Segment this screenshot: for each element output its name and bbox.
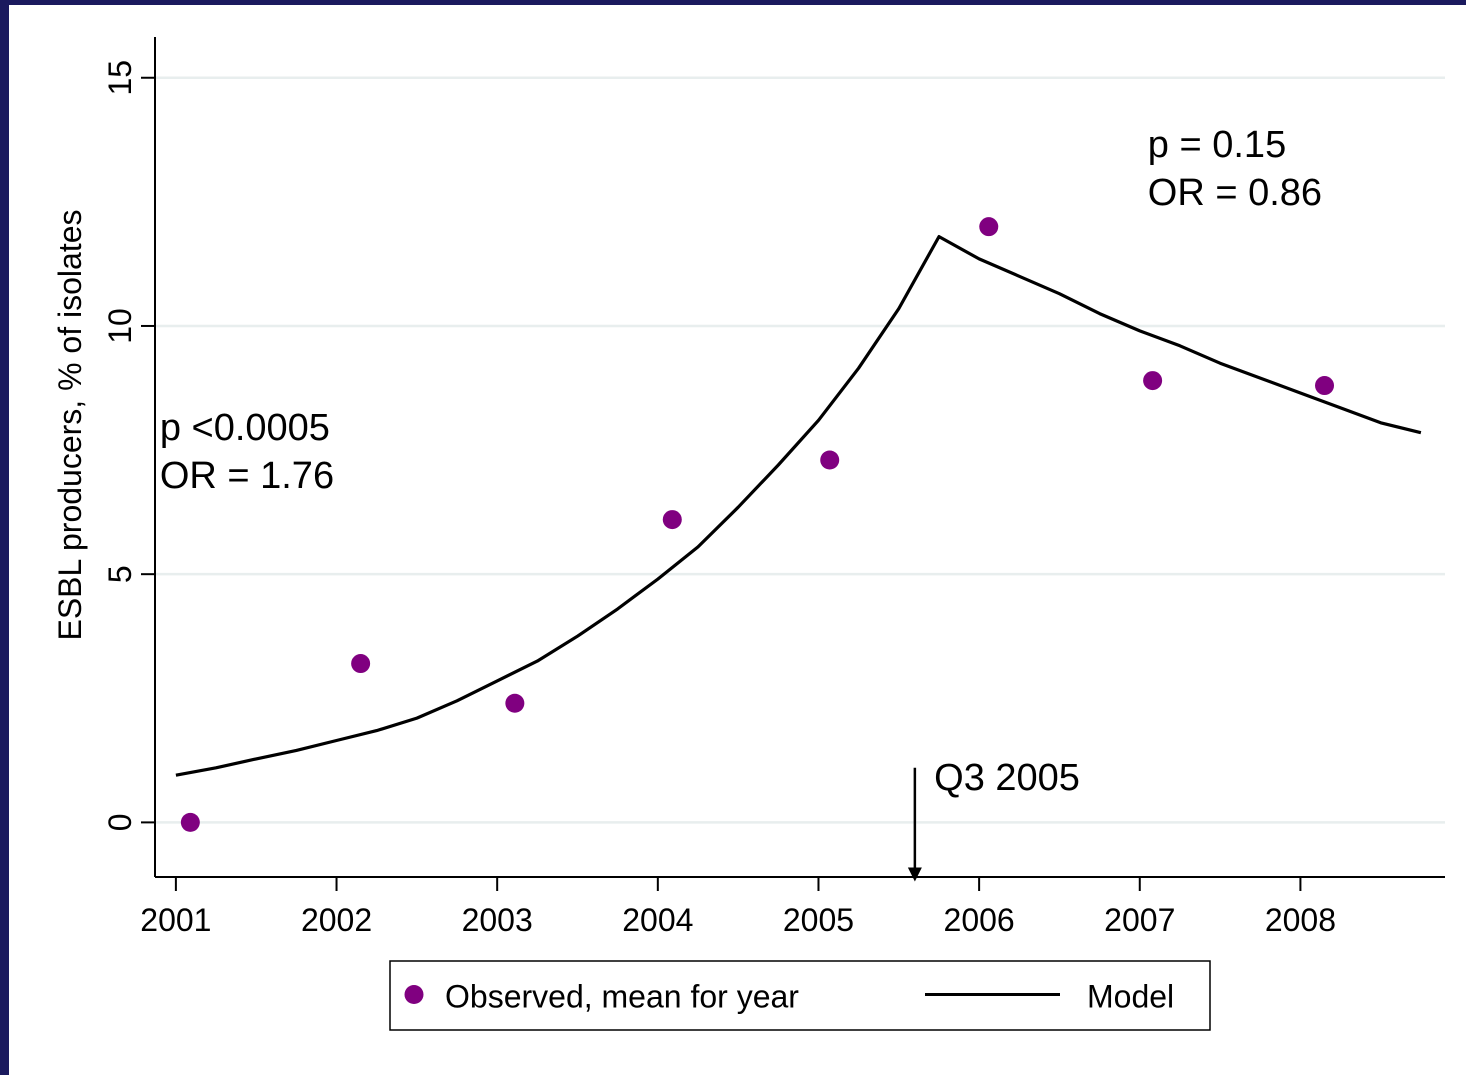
- x-tick-label-2001: 2001: [140, 902, 211, 938]
- series-layer: [175, 217, 1422, 832]
- y-axis-title: ESBL producers, % of isolates: [52, 209, 88, 640]
- y-tick-label-15: 15: [102, 60, 138, 96]
- observed-point-3: [505, 693, 525, 713]
- x-tick-label-2003: 2003: [462, 902, 533, 938]
- model-line: [175, 235, 1422, 777]
- y-tick-label-5: 5: [102, 565, 138, 583]
- y-tick-label-0: 0: [102, 813, 138, 831]
- x-tick-label-2006: 2006: [944, 902, 1015, 938]
- annotation-pre-line-2: OR = 1.76: [160, 455, 334, 497]
- x-tick-label-2004: 2004: [622, 902, 693, 938]
- annotation-intervention: Q3 2005: [907, 757, 1080, 882]
- annotation-layer: p <0.0005 OR = 1.76 p = 0.15 OR = 0.86 Q3 20…: [160, 124, 1322, 882]
- observed-point-7: [1143, 371, 1163, 391]
- x-tick-label-2002: 2002: [301, 902, 372, 938]
- slide-frame: 2001 2002 2003 2004 2005 2006 2007 2008 0 5 10 15 ES…: [9, 5, 1466, 1075]
- annotation-post-line-2: OR = 0.86: [1148, 172, 1322, 214]
- annotation-pre: p <0.0005 OR = 1.76: [160, 407, 334, 497]
- legend-model-label: Model: [1087, 979, 1174, 1015]
- annotation-post-line-1: p = 0.15: [1148, 124, 1286, 166]
- intervention-arrow-head: [907, 867, 922, 882]
- observed-point-4: [662, 510, 682, 530]
- annotation-post: p = 0.15 OR = 0.86: [1148, 124, 1322, 214]
- x-tick-label-2005: 2005: [783, 902, 854, 938]
- x-tick-label-2008: 2008: [1265, 902, 1336, 938]
- observed-point-6: [979, 217, 999, 237]
- grid-layer: [156, 76, 1445, 824]
- legend-box: [389, 960, 1211, 1031]
- x-tick-label-2007: 2007: [1104, 902, 1175, 938]
- legend-observed-label: Observed, mean for year: [445, 979, 799, 1015]
- observed-point-1: [180, 812, 200, 832]
- observed-point-2: [351, 654, 371, 674]
- esbl-trend-chart: 2001 2002 2003 2004 2005 2006 2007 2008 0 5 10 15 ES…: [52, 37, 1445, 1031]
- observed-point-8: [1315, 376, 1335, 396]
- legend: Observed, mean for year Model: [389, 960, 1211, 1031]
- y-tick-label-10: 10: [102, 308, 138, 344]
- axes-layer: 2001 2002 2003 2004 2005 2006 2007 2008 0 5 10 15 ES…: [52, 37, 1445, 938]
- intervention-label: Q3 2005: [934, 757, 1080, 799]
- observed-point-5: [820, 450, 840, 470]
- annotation-pre-line-1: p <0.0005: [160, 407, 330, 449]
- legend-observed-symbol: [404, 985, 424, 1004]
